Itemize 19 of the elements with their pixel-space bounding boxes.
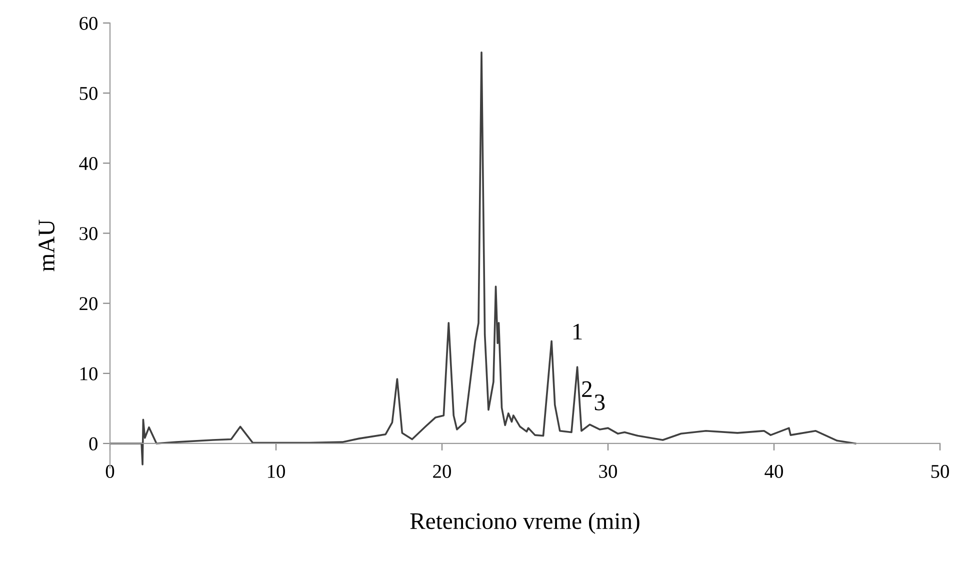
- annotation: 3: [594, 394, 605, 410]
- x-tick-label: 30: [599, 464, 617, 478]
- y-tick-label: 60: [80, 16, 98, 30]
- x-tick-label: 10: [268, 464, 285, 478]
- y-tick-label: 0: [89, 437, 98, 450]
- x-tick-label: 20: [433, 464, 451, 478]
- y-axis-title: mAU: [38, 220, 55, 272]
- y-tick-label: 10: [80, 367, 98, 380]
- line-series: [110, 52, 856, 466]
- x-axis-title: Retenciono vreme (min): [410, 512, 640, 534]
- y-tick-label: 20: [80, 297, 98, 310]
- x-tick-label: 40: [764, 464, 783, 478]
- annotation: 1: [573, 324, 582, 340]
- annotation: 2: [582, 381, 592, 397]
- y-tick-label: 40: [79, 156, 98, 170]
- y-tick-label: 30: [80, 227, 98, 240]
- x-tick-label: 0: [106, 464, 114, 478]
- x-tick-label: 50: [931, 464, 949, 478]
- y-tick-label: 50: [80, 86, 98, 100]
